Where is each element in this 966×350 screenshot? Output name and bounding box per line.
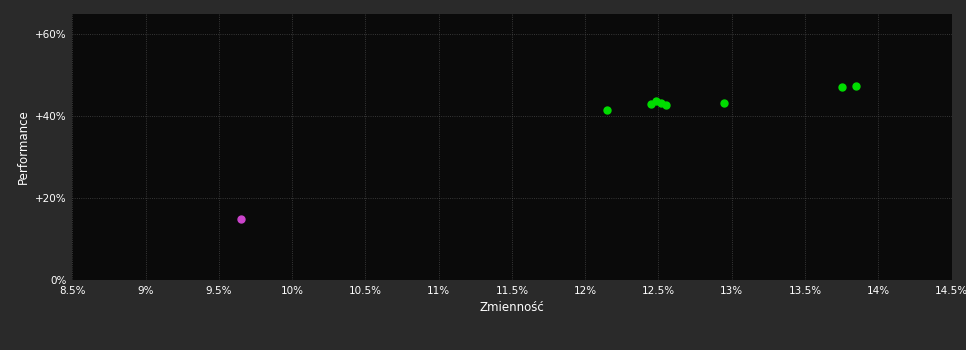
Point (648, 98, 664, 104)
Point (600, 107, 615, 113)
Point (848, 83, 864, 89)
Point (643, 101, 659, 107)
X-axis label: Zmienność: Zmienność (479, 301, 545, 314)
Point (654, 100, 669, 106)
Point (834, 84, 849, 90)
Point (717, 100, 732, 106)
Point (233, 217, 248, 222)
Point (658, 103, 673, 108)
Y-axis label: Performance: Performance (16, 110, 30, 184)
